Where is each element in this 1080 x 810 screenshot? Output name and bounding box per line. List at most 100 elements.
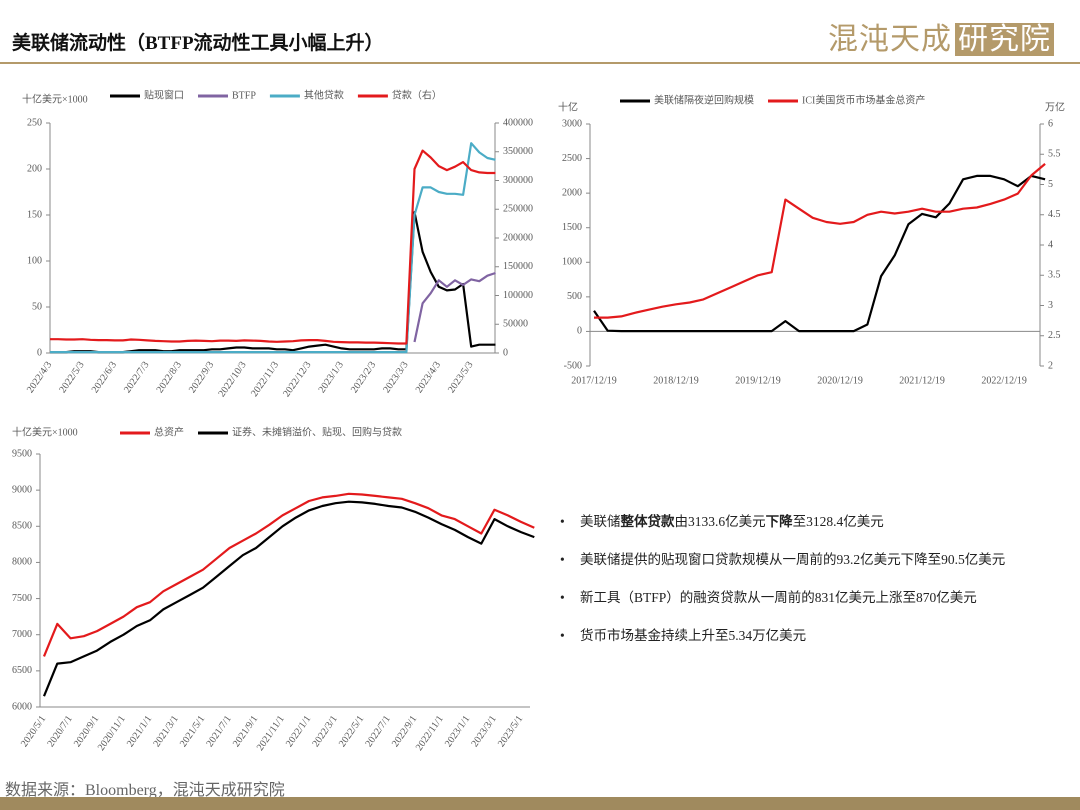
bullet: 新工具（BTFP）的融资贷款从一周前的831亿美元上涨至870亿美元 <box>560 588 1060 608</box>
y-tick-label: 9000 <box>12 484 32 495</box>
y2-tick-label: 350000 <box>503 146 533 157</box>
bullet-text: 美联储 <box>580 514 621 529</box>
y-tick-label: 9500 <box>12 448 32 459</box>
x-tick-label: 2022/1/1 <box>284 714 313 749</box>
x-tick-label: 2022/7/1 <box>363 714 392 749</box>
y2-tick-label: 6 <box>1048 118 1053 129</box>
x-tick-label: 2023/1/3 <box>317 360 346 395</box>
series-line <box>42 500 535 697</box>
y2-tick-label: 5.5 <box>1048 149 1061 160</box>
y2-tick-label: 0 <box>503 347 508 358</box>
bullet-bold: 下降 <box>765 514 793 529</box>
x-tick-label: 2020/7/1 <box>45 714 74 749</box>
x-tick-label: 2023/3/3 <box>381 360 410 395</box>
bullet-text: 至3128.4亿美元 <box>792 514 884 529</box>
y-axis-label: 十亿美元×1000 <box>12 425 78 438</box>
y-tick-label: 0 <box>37 347 42 358</box>
bullet-list: 美联储整体贷款由3133.6亿美元下降至3128.4亿美元美联储提供的贴现窗口贷… <box>560 512 1060 664</box>
y-tick-label: 8500 <box>12 521 32 532</box>
y2-tick-label: 200000 <box>503 232 533 243</box>
y2-tick-label: 400000 <box>503 117 533 128</box>
y-tick-label: 2000 <box>562 187 582 198</box>
y-tick-label: 6000 <box>12 701 32 712</box>
y2-tick-label: 3 <box>1048 300 1053 311</box>
y-tick-label: 200 <box>27 163 42 174</box>
bullet: 货币市场基金持续上升至5.34万亿美元 <box>560 626 1060 646</box>
x-tick-label: 2023/2/3 <box>349 360 378 395</box>
y-axis-label: 十亿美元×1000 <box>22 92 88 105</box>
x-tick-label: 2021/5/1 <box>178 714 207 749</box>
x-tick-label: 2022/6/3 <box>90 360 119 395</box>
y2-tick-label: 50000 <box>503 319 528 330</box>
bullet-text: 新工具（BTFP）的融资贷款从一周前的831亿美元上涨至870亿美元 <box>580 590 977 605</box>
legend-label: 美联储隔夜逆回购规模 <box>654 93 754 106</box>
x-tick-label: 2018/12/19 <box>653 375 699 386</box>
y2-tick-label: 100000 <box>503 290 533 301</box>
x-tick-label: 2021/12/19 <box>899 375 945 386</box>
bullet-text: 由3133.6亿美元 <box>674 514 766 529</box>
x-tick-label: 2023/5/1 <box>496 714 525 749</box>
x-tick-label: 2021/1/1 <box>125 714 154 749</box>
y-tick-label: 7500 <box>12 593 32 604</box>
y2-axis-label: 万亿 <box>1045 100 1065 113</box>
y2-tick-label: 5 <box>1048 179 1053 190</box>
x-tick-label: 2023/5/3 <box>446 360 475 395</box>
y2-tick-label: 4 <box>1048 239 1053 250</box>
y2-tick-label: 250000 <box>503 204 533 215</box>
x-tick-label: 2022/12/3 <box>281 360 313 400</box>
logo-box: 研究院 <box>955 23 1054 56</box>
y-tick-label: -500 <box>564 360 582 371</box>
y-tick-label: 3000 <box>562 118 582 129</box>
y-tick-label: 50 <box>32 301 42 312</box>
x-tick-label: 2022/10/3 <box>216 360 248 400</box>
series-line <box>50 149 496 345</box>
y2-tick-label: 2 <box>1048 360 1053 371</box>
legend-label: 总资产 <box>154 425 184 438</box>
legend-label: 贴现窗口 <box>144 88 184 101</box>
y-tick-label: 500 <box>567 291 582 302</box>
x-tick-label: 2022/11/3 <box>249 360 281 399</box>
y-tick-label: 6500 <box>12 665 32 676</box>
legend-label: 贷款（右） <box>392 88 442 101</box>
y-tick-label: 2500 <box>562 153 582 164</box>
x-tick-label: 2023/3/1 <box>469 714 498 749</box>
legend-label: ICI美国货币市场基金总资产 <box>802 93 925 106</box>
title-rule <box>0 62 1080 64</box>
logo: 混沌天成 研究院 <box>828 14 1054 58</box>
series-line <box>593 174 1046 333</box>
bullet: 美联储整体贷款由3133.6亿美元下降至3128.4亿美元 <box>560 512 1060 532</box>
y-tick-label: 1000 <box>562 257 582 268</box>
series-line <box>50 211 496 354</box>
legend-label: 其他贷款 <box>304 88 344 101</box>
x-tick-label: 2023/4/3 <box>414 360 443 395</box>
series-line <box>413 271 496 343</box>
legend-label: BTFP <box>232 90 256 101</box>
series-line <box>594 163 1046 319</box>
y2-tick-label: 2.5 <box>1048 330 1061 341</box>
legend-label: 证券、未摊销溢价、贴现、回购与贷款 <box>232 425 402 438</box>
x-tick-label: 2023/1/1 <box>443 714 472 749</box>
y-tick-label: 1500 <box>562 222 582 233</box>
bullet-bold: 整体贷款 <box>620 514 675 529</box>
x-tick-label: 2022/7/3 <box>122 360 151 395</box>
x-tick-label: 2020/5/1 <box>19 714 48 749</box>
x-tick-label: 2021/3/1 <box>151 714 180 749</box>
y2-tick-label: 300000 <box>503 175 533 186</box>
y-tick-label: 100 <box>27 255 42 266</box>
source: 数据来源：Bloomberg，混沌天成研究院 <box>5 782 285 799</box>
series-line <box>42 492 535 657</box>
bullet-text: 美联储提供的贴现窗口贷款规模从一周前的93.2亿美元下降至90.5亿美元 <box>580 552 1006 567</box>
x-tick-label: 2017/12/19 <box>571 375 617 386</box>
x-tick-label: 2021/7/1 <box>204 714 233 749</box>
y2-tick-label: 150000 <box>503 261 533 272</box>
bullet: 美联储提供的贴现窗口贷款规模从一周前的93.2亿美元下降至90.5亿美元 <box>560 550 1060 570</box>
y-axis-label: 十亿 <box>558 100 578 113</box>
y-tick-label: 7000 <box>12 629 32 640</box>
x-tick-label: 2022/5/3 <box>57 360 86 395</box>
x-tick-label: 2022/3/1 <box>310 714 339 749</box>
footer-bar <box>0 797 1080 810</box>
bullet-text: 货币市场基金持续上升至5.34万亿美元 <box>580 628 807 643</box>
y2-tick-label: 3.5 <box>1048 270 1061 281</box>
